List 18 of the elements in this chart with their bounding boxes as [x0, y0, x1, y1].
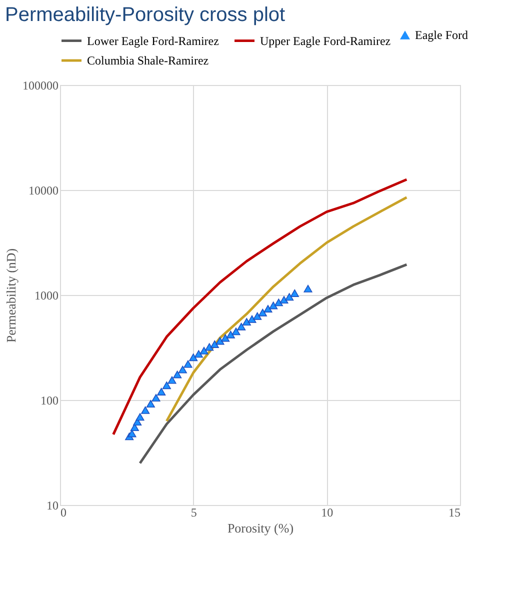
chart-title: Permeability-Porosity cross plot: [5, 4, 286, 26]
y-tick-label: 100: [40, 394, 58, 408]
x-axis-title: Porosity (%): [227, 520, 294, 536]
line-series: [112, 178, 408, 436]
x-tick-label: 0: [60, 506, 66, 520]
legend-label: Eagle Ford: [415, 28, 468, 42]
y-tick-label: 100000: [22, 78, 58, 92]
y-tick-label: 10000: [28, 184, 58, 198]
legend-label: Upper Eagle Ford-Ramirez: [260, 34, 391, 48]
x-tick-label: 15: [448, 506, 460, 520]
x-tick-label: 10: [321, 506, 334, 520]
legend-label: Lower Eagle Ford-Ramirez: [87, 34, 219, 48]
legend-label: Columbia Shale-Ramirez: [87, 54, 209, 68]
y-axis-title: Permeability (nD): [4, 248, 18, 343]
x-tick-label: 5: [190, 506, 197, 520]
line-series: [165, 196, 408, 422]
y-tick-label: 1000: [34, 288, 58, 302]
line-series: [138, 263, 408, 464]
